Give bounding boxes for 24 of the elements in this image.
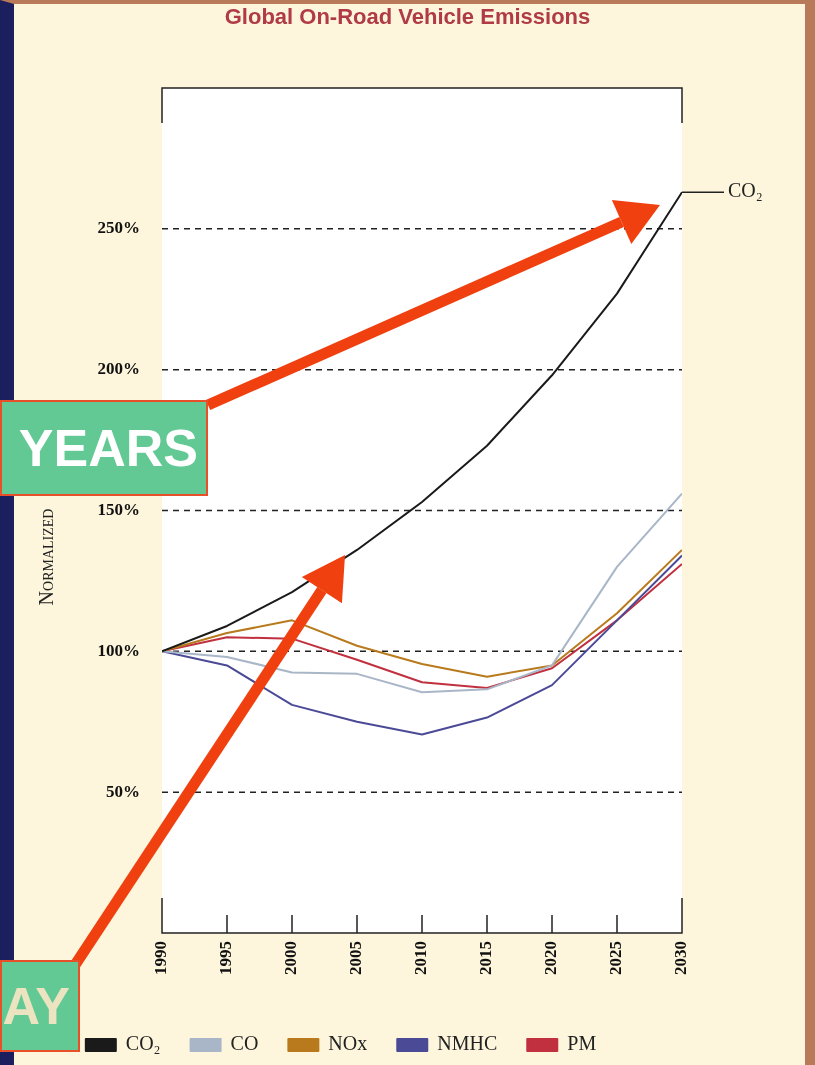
x-tick-label: 1995	[216, 941, 236, 975]
y-tick-label: 50%	[106, 781, 140, 801]
x-tick-label: 2000	[281, 941, 301, 975]
legend-label: NMHC	[437, 1032, 498, 1055]
y-tick-label: 250%	[97, 218, 140, 238]
legend-label: PM	[567, 1032, 597, 1055]
legend-label: NOx	[328, 1032, 368, 1055]
legend-label: CO₂	[125, 1032, 161, 1055]
x-tick-label: 1990	[151, 941, 171, 975]
x-tick-label: 2025	[606, 941, 626, 975]
y-tick-label: 200%	[97, 359, 140, 379]
y-tick-label: 100%	[97, 640, 140, 660]
annotation: YEARS	[0, 400, 208, 496]
x-tick-label: 2005	[346, 941, 366, 975]
x-tick-label: 2030	[671, 941, 691, 975]
y-axis-title: Normalized	[35, 508, 58, 606]
x-tick-label: 2015	[476, 941, 496, 975]
x-tick-label: 2020	[541, 941, 561, 975]
legend-label: CO	[230, 1032, 259, 1055]
y-tick-label: 150%	[97, 499, 140, 519]
chart-title: Global On-Road Vehicle Emissions	[223, 4, 592, 30]
text: AY	[0, 960, 80, 1052]
x-tick-label: 2010	[411, 941, 431, 975]
annotation: CO₂	[728, 179, 763, 202]
